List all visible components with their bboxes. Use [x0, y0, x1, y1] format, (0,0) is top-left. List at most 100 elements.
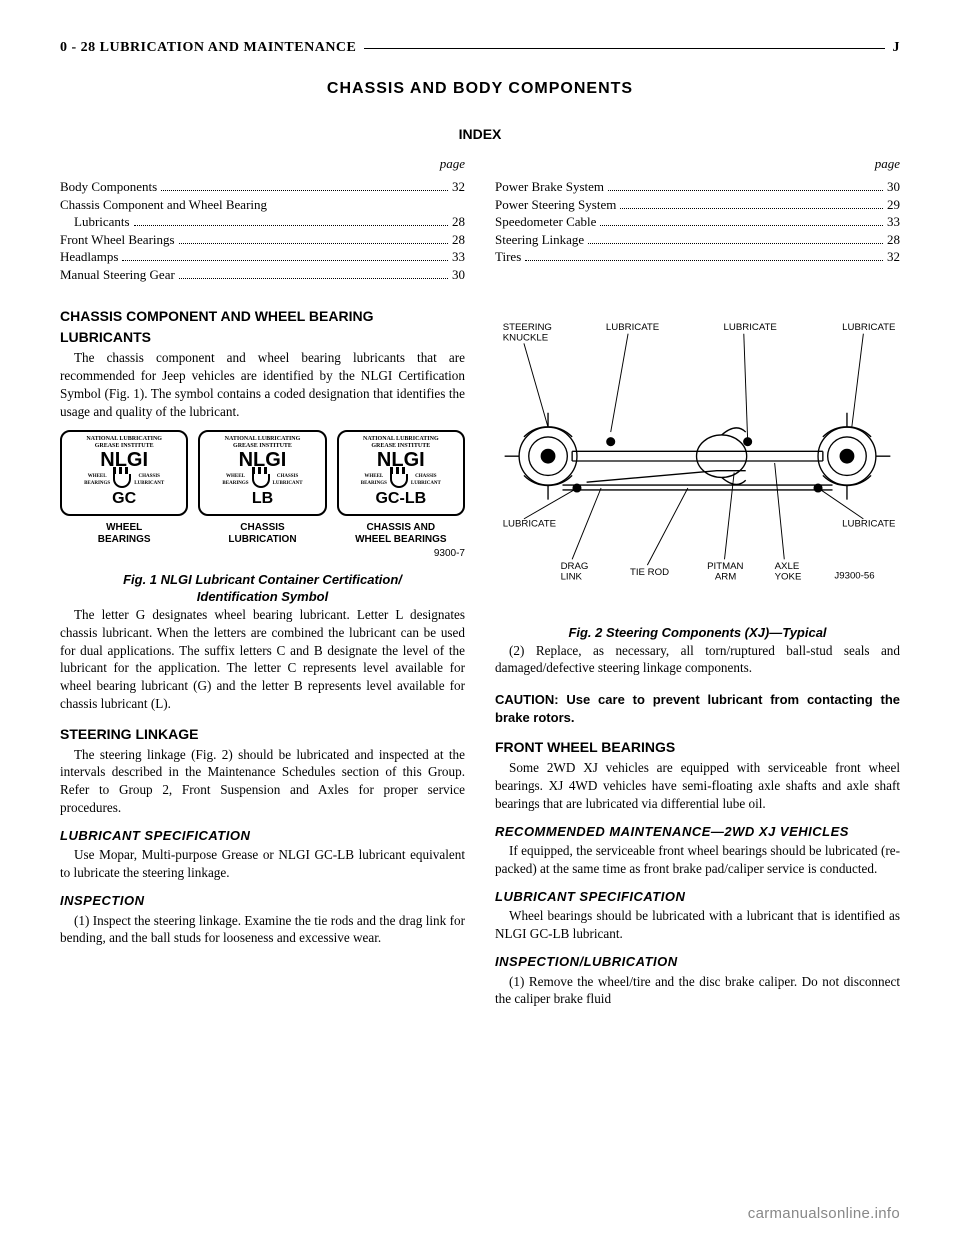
para-steering-linkage: The steering linkage (Fig. 2) should be … — [60, 746, 465, 817]
index-dots — [134, 216, 448, 226]
index-label: Steering Linkage — [495, 231, 584, 249]
index-dots — [179, 268, 448, 278]
index-row: Power Steering System 29 — [495, 196, 900, 214]
index-row: Lubricants 28 — [60, 213, 465, 231]
label-lubricate-top1: LUBRICATE — [606, 322, 659, 333]
label-lubricate-bottom-left: LUBRICATE — [503, 519, 556, 530]
nlgi-symbol-row: NATIONAL LUBRICATINGGREASE INSTITUTENLGI… — [60, 430, 465, 545]
left-column: CHASSIS COMPONENT AND WHEEL BEARING LUBR… — [60, 307, 465, 1008]
index-page: 33 — [887, 213, 900, 231]
nlgi-figure-id: 9300-7 — [60, 547, 465, 561]
index-page: 28 — [887, 231, 900, 249]
para-letter-designation: The letter G designates wheel bearing lu… — [60, 606, 465, 713]
para-inspection-lubrication: (1) Remove the wheel/tire and the disc b… — [495, 973, 900, 1009]
header-left: 0 - 28 LUBRICATION AND MAINTENANCE — [60, 40, 356, 56]
heading-recommended-maintenance: RECOMMENDED MAINTENANCE—2WD XJ VEHICLES — [495, 823, 900, 841]
body-columns: CHASSIS COMPONENT AND WHEEL BEARING LUBR… — [60, 307, 900, 1008]
para-lubricant-spec-right: Wheel bearings should be lubricated with… — [495, 907, 900, 943]
index-dots — [620, 198, 883, 208]
para-replace-components: (2) Replace, as necessary, all torn/rupt… — [495, 642, 900, 678]
nlgi-caption: CHASSIS ANDWHEEL BEARINGS — [337, 522, 465, 545]
index-page: 30 — [452, 266, 465, 284]
heading-inspection-left: INSPECTION — [60, 892, 465, 910]
heading-chassis-lubricants-a: CHASSIS COMPONENT AND WHEEL BEARING — [60, 307, 465, 326]
index-dots — [525, 251, 883, 261]
para-inspection-left: (1) Inspect the steering linkage. Examin… — [60, 912, 465, 948]
index-page: 32 — [887, 248, 900, 266]
nlgi-item: NATIONAL LUBRICATINGGREASE INSTITUTENLGI… — [198, 430, 326, 545]
index-row: Chassis Component and Wheel Bearing — [60, 196, 465, 214]
fig1-caption: Fig. 1 NLGI Lubricant Container Certific… — [60, 571, 465, 606]
nlgi-box: NATIONAL LUBRICATINGGREASE INSTITUTENLGI… — [198, 430, 326, 516]
index-label: Power Steering System — [495, 196, 616, 214]
header-right: J — [893, 40, 901, 56]
heading-inspection-lubrication: INSPECTION/LUBRICATION — [495, 953, 900, 971]
index-columns: page Body Components 32 Chassis Component … — [60, 156, 900, 283]
index-row: Body Components 32 — [60, 178, 465, 196]
page-header: 0 - 28 LUBRICATION AND MAINTENANCE J — [60, 40, 900, 56]
index-row: Speedometer Cable 33 — [495, 213, 900, 231]
nlgi-caption: CHASSISLUBRICATION — [198, 522, 326, 545]
index-dots — [608, 181, 883, 191]
index-row: Tires 32 — [495, 248, 900, 266]
nlgi-mid: WHEELBEARINGSCHASSISLUBRICANT — [84, 474, 164, 488]
nlgi-item: NATIONAL LUBRICATINGGREASE INSTITUTENLGI… — [60, 430, 188, 545]
heading-lubricant-spec-left: LUBRICANT SPECIFICATION — [60, 827, 465, 845]
fig2-caption: Fig. 2 Steering Components (XJ)—Typical — [495, 624, 900, 642]
index-dots — [122, 251, 448, 261]
label-axle-yoke: AXLE YOKE — [775, 561, 802, 583]
steering-diagram: STEERING KNUCKLE LUBRICATE LUBRICATE LUB… — [495, 311, 900, 611]
index-label: Lubricants — [60, 213, 130, 231]
index-page: 33 — [452, 248, 465, 266]
nlgi-box: NATIONAL LUBRICATINGGREASE INSTITUTENLGI… — [60, 430, 188, 516]
para-lubricants-intro: The chassis component and wheel bearing … — [60, 349, 465, 420]
nlgi-mid: WHEELBEARINGSCHASSISLUBRICANT — [222, 474, 302, 488]
para-recommended-maintenance: If equipped, the serviceable front wheel… — [495, 842, 900, 878]
index-dots — [161, 181, 448, 191]
index-dots — [179, 233, 448, 243]
label-steering-knuckle: STEERING KNUCKLE — [503, 322, 555, 344]
label-diagram-id: J9300-56 — [834, 571, 874, 582]
index-label: Body Components — [60, 178, 157, 196]
footer-watermark: carmanualsonline.info — [748, 1205, 900, 1222]
index-col-right: page Power Brake System30Power Steering … — [495, 156, 900, 283]
index-row: Power Brake System30 — [495, 178, 900, 196]
heading-chassis-lubricants-b: LUBRICANTS — [60, 328, 465, 347]
label-pitman-arm: PITMAN ARM — [707, 561, 746, 583]
index-page-label-right: page — [495, 156, 900, 172]
index-page: 29 — [887, 196, 900, 214]
index-page: 28 — [452, 231, 465, 249]
index-label: Front Wheel Bearings — [60, 231, 175, 249]
label-drag-link: DRAG LINK — [561, 561, 592, 583]
index-title: INDEX — [60, 126, 900, 142]
index-label: Tires — [495, 248, 521, 266]
index-label: Manual Steering Gear — [60, 266, 175, 284]
heading-lubricant-spec-right: LUBRICANT SPECIFICATION — [495, 888, 900, 906]
index-page-label-left: page — [60, 156, 465, 172]
index-label: Power Brake System — [495, 178, 604, 196]
nlgi-mid: WHEELBEARINGSCHASSISLUBRICANT — [361, 474, 441, 488]
index-row: Steering Linkage 28 — [495, 231, 900, 249]
index-page: 28 — [452, 213, 465, 231]
nlgi-box: NATIONAL LUBRICATINGGREASE INSTITUTENLGI… — [337, 430, 465, 516]
label-lubricate-top3: LUBRICATE — [842, 322, 895, 333]
index-label: Headlamps — [60, 248, 118, 266]
index-label: Chassis Component and Wheel Bearing — [60, 196, 267, 214]
index-row: Manual Steering Gear 30 — [60, 266, 465, 284]
axle-body — [505, 413, 891, 500]
header-rule — [364, 48, 884, 49]
nlgi-code: GC — [112, 488, 136, 510]
para-front-wheel-bearings: Some 2WD XJ vehicles are equipped with s… — [495, 759, 900, 812]
label-tie-rod: TIE ROD — [630, 567, 669, 578]
nlgi-item: NATIONAL LUBRICATINGGREASE INSTITUTENLGI… — [337, 430, 465, 545]
nlgi-code: LB — [252, 488, 273, 510]
index-page: 32 — [452, 178, 465, 196]
nlgi-caption: WHEELBEARINGS — [60, 522, 188, 545]
nlgi-code: GC-LB — [375, 488, 426, 510]
index-col-left: page Body Components 32 Chassis Component … — [60, 156, 465, 283]
index-dots — [588, 233, 883, 243]
index-row: Front Wheel Bearings 28 — [60, 231, 465, 249]
index-label: Speedometer Cable — [495, 213, 596, 231]
index-dots — [600, 216, 883, 226]
right-column: STEERING KNUCKLE LUBRICATE LUBRICATE LUB… — [495, 307, 900, 1008]
